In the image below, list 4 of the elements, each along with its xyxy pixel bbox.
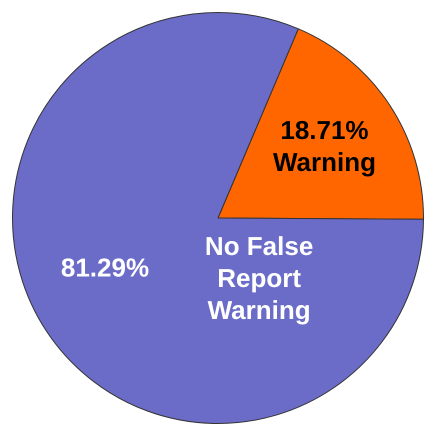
slice-label: No False Report Warning: [204, 230, 314, 325]
slice-label: Warning: [272, 147, 376, 178]
data-label: 81.29%: [60, 252, 150, 283]
data-label: 18.71%: [280, 115, 369, 146]
